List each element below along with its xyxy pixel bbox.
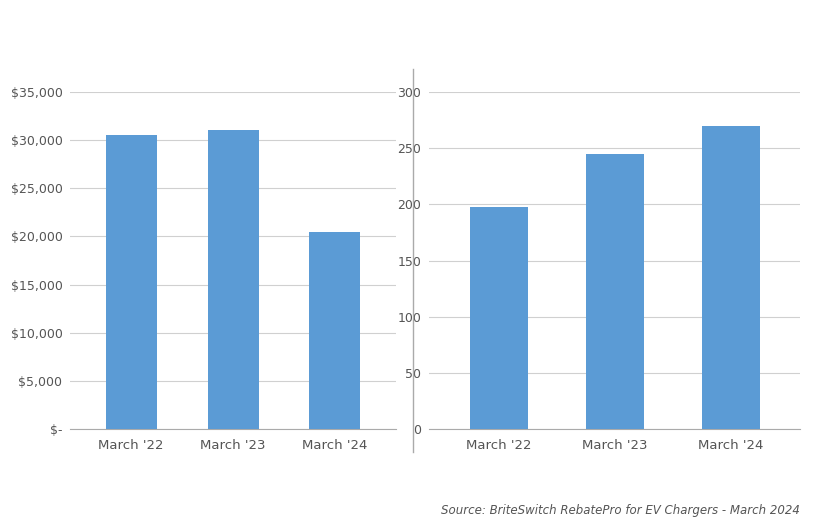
Text: Level 3 / DCFC EV Chargers: Level 3 / DCFC EV Chargers <box>179 20 646 49</box>
Text: # of Programs: # of Programs <box>546 463 691 481</box>
Bar <box>469 206 528 430</box>
Text: Source: BriteSwitch RebatePro for EV Chargers - March 2024: Source: BriteSwitch RebatePro for EV Cha… <box>441 504 800 517</box>
Bar <box>106 135 157 430</box>
Bar <box>208 130 258 430</box>
Text: Average $ Amount: Average $ Amount <box>113 463 299 481</box>
Bar <box>586 153 644 430</box>
Bar <box>309 232 361 430</box>
Bar <box>701 125 760 430</box>
